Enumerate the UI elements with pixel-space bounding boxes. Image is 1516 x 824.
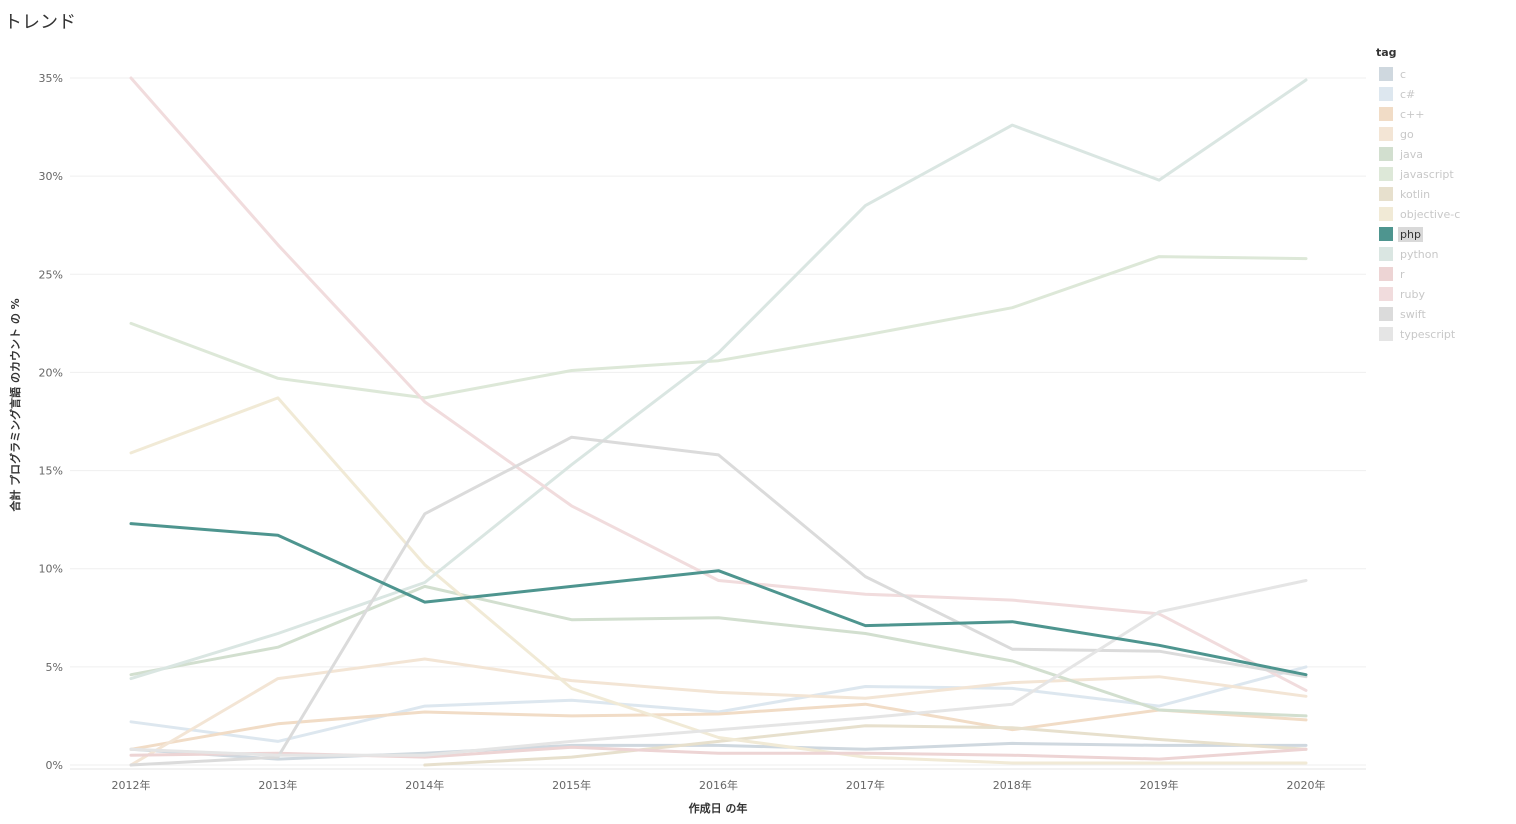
legend: tag c c# c++ go java javascript kotlin objectiv… — [1376, 46, 1506, 344]
legend-swatch — [1379, 307, 1393, 321]
x-tick-label: 2014年 — [405, 778, 444, 792]
series-line-cpp[interactable] — [129, 702, 1308, 751]
x-tick-label: 2017年 — [846, 778, 885, 792]
legend-label: typescript — [1400, 327, 1456, 341]
legend-label: swift — [1400, 307, 1426, 321]
series-line-c[interactable] — [129, 741, 1308, 761]
legend-label: java — [1400, 147, 1424, 161]
y-tick-label: 30% — [39, 170, 63, 183]
legend-label: objective-c — [1400, 207, 1461, 221]
y-tick-label: 20% — [39, 366, 63, 379]
y-tick-label: 0% — [46, 759, 63, 772]
legend-swatch — [1379, 327, 1393, 341]
line-chart: 0%5%10%15%20%25%30%35% 2012年 2013年 2014年 20… — [8, 72, 1366, 815]
legend-swatch — [1379, 167, 1393, 181]
x-tick-label: 2015年 — [552, 778, 591, 792]
legend-label: go — [1400, 127, 1414, 141]
x-tick-label: 2016年 — [699, 778, 738, 792]
series-line-swift[interactable] — [129, 435, 1308, 767]
legend-label: r — [1400, 267, 1405, 281]
legend-swatch — [1379, 67, 1393, 81]
x-axis-title: 作成日 の年 — [689, 801, 748, 815]
legend-swatch — [1379, 87, 1393, 101]
series-line-php[interactable] — [129, 522, 1308, 677]
y-tick-label: 25% — [39, 268, 63, 281]
legend-label: c — [1400, 67, 1407, 81]
legend-swatch — [1379, 187, 1393, 201]
legend-item[interactable]: objective-c — [1376, 204, 1506, 224]
series-line-typescript[interactable] — [129, 579, 1308, 757]
x-tick-label: 2018年 — [993, 778, 1032, 792]
legend-item[interactable]: typescript — [1376, 324, 1506, 344]
legend-items: c c# c++ go java javascript kotlin objective-c p… — [1376, 64, 1506, 344]
legend-label: kotlin — [1400, 187, 1431, 201]
x-tick-label: 2013年 — [258, 778, 297, 792]
series-line-csharp[interactable] — [129, 665, 1308, 743]
series-line-kotlin[interactable] — [423, 724, 1308, 767]
y-tick-label: 35% — [39, 72, 63, 85]
y-axis-title: 合計 プログラミング言語 のカウント の % — [8, 298, 22, 511]
series-line-ruby[interactable] — [129, 76, 1308, 692]
legend-item[interactable]: c# — [1376, 84, 1506, 104]
legend-item[interactable]: c — [1376, 64, 1506, 84]
series-line-go[interactable] — [129, 657, 1308, 767]
legend-label: c++ — [1400, 107, 1425, 121]
x-tick-label: 2012年 — [112, 778, 151, 792]
legend-label: php — [1398, 226, 1423, 242]
legend-label: javascript — [1400, 167, 1454, 181]
series-line-python[interactable] — [129, 78, 1308, 681]
series-lines — [129, 76, 1308, 767]
series-line-java[interactable] — [129, 584, 1308, 718]
legend-item[interactable]: python — [1376, 244, 1506, 264]
y-tick-label: 15% — [39, 465, 63, 478]
legend-item[interactable]: c++ — [1376, 104, 1506, 124]
legend-item[interactable]: r — [1376, 264, 1506, 284]
y-tick-label: 10% — [39, 563, 63, 576]
series-line-javascript[interactable] — [129, 255, 1308, 400]
gridlines — [70, 77, 1366, 770]
legend-swatch — [1379, 247, 1393, 261]
legend-swatch — [1379, 127, 1393, 141]
legend-title: tag — [1376, 46, 1397, 59]
legend-item[interactable]: go — [1376, 124, 1506, 144]
legend-label: python — [1400, 247, 1439, 261]
legend-swatch — [1379, 147, 1393, 161]
x-tick-label: 2019年 — [1140, 778, 1179, 792]
y-tick-label: 5% — [46, 661, 63, 674]
legend-swatch — [1379, 107, 1393, 121]
legend-item[interactable]: php — [1376, 224, 1506, 244]
legend-item[interactable]: kotlin — [1376, 184, 1506, 204]
legend-item[interactable]: java — [1376, 144, 1506, 164]
y-axis: 0% 5% 10% 15% 20% 25% 30% 35% — [39, 72, 63, 772]
legend-item[interactable]: javascript — [1376, 164, 1506, 184]
x-axis: 2012年 2013年 2014年 2015年 2016年 2017年 2018年 2019年… — [112, 778, 1326, 792]
legend-label: c# — [1400, 87, 1416, 101]
series-line-objective-c[interactable] — [129, 396, 1308, 765]
legend-item[interactable]: swift — [1376, 304, 1506, 324]
legend-swatch — [1379, 207, 1393, 221]
legend-label: ruby — [1400, 287, 1425, 301]
x-tick-label: 2020年 — [1287, 778, 1326, 792]
legend-item[interactable]: ruby — [1376, 284, 1506, 304]
legend-swatch — [1379, 227, 1393, 241]
legend-swatch — [1379, 267, 1393, 281]
legend-swatch — [1379, 287, 1393, 301]
page-title: トレンド — [4, 12, 76, 33]
